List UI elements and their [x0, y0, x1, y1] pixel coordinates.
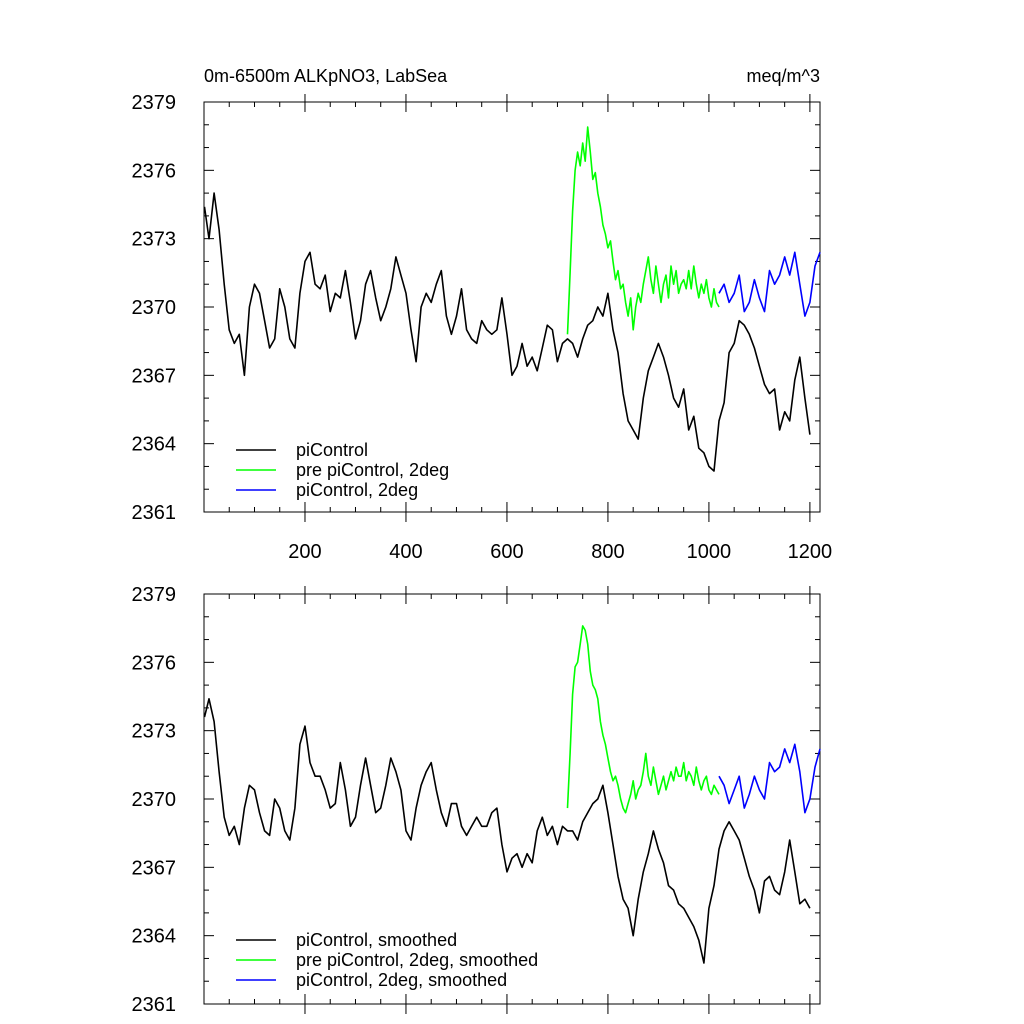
legend-label: pre piControl, 2deg, smoothed [296, 950, 538, 970]
legend-label: pre piControl, 2deg [296, 460, 449, 480]
series-line-1 [566, 625, 720, 814]
y-tick-label: 2376 [132, 652, 177, 674]
series-line-0 [203, 698, 811, 964]
y-tick-label: 2376 [132, 160, 177, 182]
series-line-0 [203, 192, 811, 472]
y-tick-label: 2379 [132, 584, 177, 606]
series-line-2 [718, 743, 821, 814]
y-tick-label: 2367 [132, 365, 177, 387]
legend-label: piControl, 2deg [296, 480, 418, 500]
x-tick-label: 600 [490, 541, 523, 563]
y-tick-label: 2364 [132, 926, 177, 948]
y-tick-label: 2361 [132, 502, 177, 524]
bottom-panel: 2361 2364 2367 2370 2373 2376 2379 piControl, s… [132, 584, 821, 1016]
y-tick-label: 2370 [132, 789, 177, 811]
y-tick-label: 2373 [132, 721, 177, 743]
chart-title: 0m-6500m ALKpNO3, LabSea [204, 66, 448, 86]
x-tick-label: 400 [389, 541, 422, 563]
y-tick-label: 2379 [132, 92, 177, 114]
x-tick-label: 200 [288, 541, 321, 563]
series-line-1 [566, 126, 720, 335]
legend-label: piControl, smoothed [296, 930, 457, 950]
y-tick-label: 2373 [132, 229, 177, 251]
y-tick-label: 2361 [132, 994, 177, 1016]
y-tick-label: 2364 [132, 434, 177, 456]
x-tick-label: 1000 [687, 541, 732, 563]
x-tick-label: 1200 [788, 541, 833, 563]
x-tick-label: 800 [591, 541, 624, 563]
series-line-2 [718, 251, 821, 317]
y-tick-label: 2367 [132, 857, 177, 879]
top-panel: 2361 2364 2367 2370 2373 2376 2379 200 400 600 800… [132, 92, 833, 563]
y-tick-label: 2370 [132, 297, 177, 319]
chart-units: meq/m^3 [747, 66, 820, 86]
legend-label: piControl [296, 440, 368, 460]
legend-label: piControl, 2deg, smoothed [296, 970, 507, 990]
